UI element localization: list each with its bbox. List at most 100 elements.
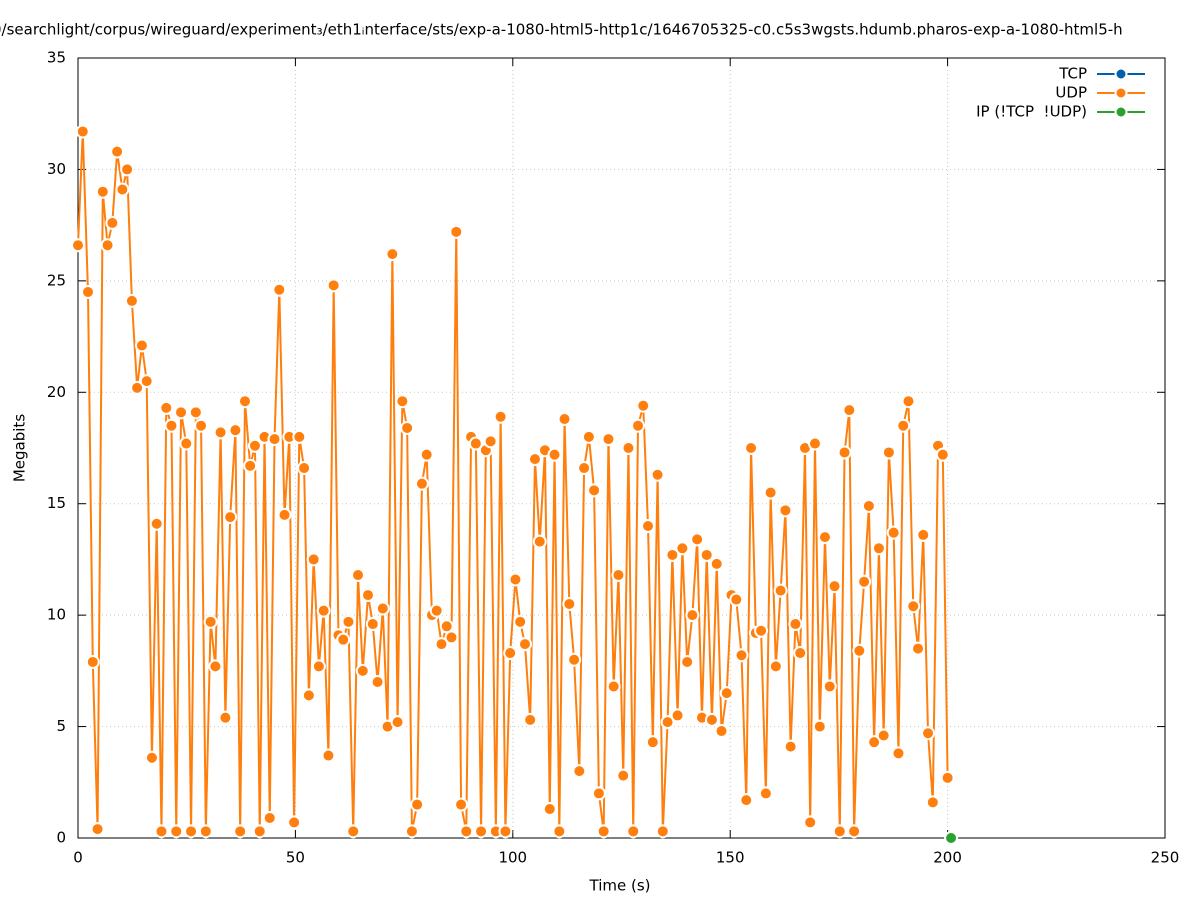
data-point xyxy=(130,380,145,395)
plot-border xyxy=(77,57,1166,839)
x-tick-label: 250 xyxy=(1151,849,1180,867)
data-point xyxy=(611,568,626,583)
data-point xyxy=(906,599,921,614)
data-point xyxy=(355,663,370,678)
data-point xyxy=(685,608,700,623)
data-point xyxy=(552,824,567,839)
data-point xyxy=(596,824,611,839)
data-point xyxy=(508,572,523,587)
data-point xyxy=(483,434,498,449)
data-point xyxy=(237,394,252,409)
data-point xyxy=(901,394,916,409)
data-point xyxy=(174,405,189,420)
data-point xyxy=(252,824,267,839)
data-point xyxy=(213,425,228,440)
data-point xyxy=(370,675,385,689)
data-point xyxy=(154,824,169,839)
legend-marker xyxy=(1114,105,1128,119)
data-point xyxy=(852,643,867,658)
x-axis-label: Time (s) xyxy=(589,877,651,895)
data-point xyxy=(631,418,646,433)
data-point xyxy=(744,441,759,455)
data-point xyxy=(459,824,474,839)
data-point xyxy=(881,445,896,460)
data-point xyxy=(468,436,483,451)
data-point xyxy=(243,458,258,473)
data-point xyxy=(361,588,376,603)
data-point xyxy=(876,728,891,743)
data-point xyxy=(434,637,449,652)
legend-label: UDP xyxy=(1055,84,1087,102)
data-point xyxy=(636,398,651,413)
data-point xyxy=(188,405,203,420)
data-point xyxy=(272,282,287,297)
x-tick-label: 100 xyxy=(498,849,527,867)
data-point xyxy=(287,815,302,830)
data-point xyxy=(867,735,882,750)
data-point xyxy=(763,485,778,500)
data-point xyxy=(591,786,606,801)
data-point xyxy=(385,247,400,262)
y-tick-label: 25 xyxy=(47,271,66,289)
data-point xyxy=(626,824,641,839)
data-point xyxy=(817,530,832,545)
data-point xyxy=(641,519,656,533)
data-point xyxy=(660,715,675,730)
data-point xyxy=(208,659,223,674)
data-point xyxy=(532,534,547,549)
data-point xyxy=(159,400,174,415)
data-point xyxy=(400,420,415,435)
data-point xyxy=(503,646,518,661)
data-point xyxy=(935,447,950,462)
data-point xyxy=(562,597,577,611)
data-point xyxy=(803,815,818,830)
data-point xyxy=(120,162,135,177)
y-tick-label: 15 xyxy=(47,494,66,512)
data-point xyxy=(925,795,940,810)
data-point xyxy=(793,646,808,661)
data-point xyxy=(670,708,685,723)
data-point xyxy=(262,810,277,825)
x-tick-label: 200 xyxy=(933,849,962,867)
data-point xyxy=(842,403,857,418)
x-tick-label: 150 xyxy=(716,849,745,867)
data-point xyxy=(812,719,827,734)
data-point xyxy=(439,619,454,634)
data-point xyxy=(601,432,616,447)
data-point xyxy=(822,679,837,694)
data-point xyxy=(861,498,876,513)
data-point xyxy=(198,824,213,839)
data-point xyxy=(336,632,351,647)
data-point xyxy=(621,441,636,455)
data-point xyxy=(110,144,125,159)
legend-label: TCP xyxy=(1058,65,1087,83)
data-point xyxy=(375,601,390,616)
series-line xyxy=(77,131,949,832)
data-point xyxy=(474,824,489,839)
data-point xyxy=(144,750,159,765)
data-point xyxy=(194,418,209,433)
data-point xyxy=(773,583,788,598)
data-point xyxy=(944,831,959,845)
data-point xyxy=(306,552,321,567)
data-point xyxy=(414,476,429,491)
data-point xyxy=(149,516,164,531)
data-point xyxy=(85,654,100,669)
data-point xyxy=(567,652,582,667)
data-point xyxy=(886,525,901,540)
data-point xyxy=(184,824,199,839)
data-point xyxy=(395,394,410,409)
data-point xyxy=(542,802,557,817)
data-point xyxy=(754,623,769,638)
data-point xyxy=(247,438,262,453)
data-point xyxy=(921,726,936,741)
data-point xyxy=(709,556,724,571)
data-point xyxy=(940,770,955,785)
data-point xyxy=(783,739,798,754)
data-point xyxy=(493,409,508,424)
data-point xyxy=(729,592,744,607)
data-point xyxy=(164,418,179,433)
data-point xyxy=(788,617,803,632)
data-point xyxy=(758,786,773,801)
